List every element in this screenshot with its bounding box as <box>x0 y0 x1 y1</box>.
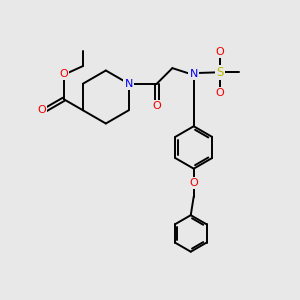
Text: O: O <box>216 47 225 57</box>
Text: O: O <box>152 101 161 111</box>
Text: O: O <box>37 105 46 115</box>
Text: O: O <box>59 69 68 79</box>
Text: N: N <box>124 79 133 89</box>
Text: N: N <box>190 69 198 79</box>
Text: S: S <box>217 66 224 79</box>
Text: O: O <box>216 88 225 98</box>
Text: O: O <box>189 178 198 188</box>
